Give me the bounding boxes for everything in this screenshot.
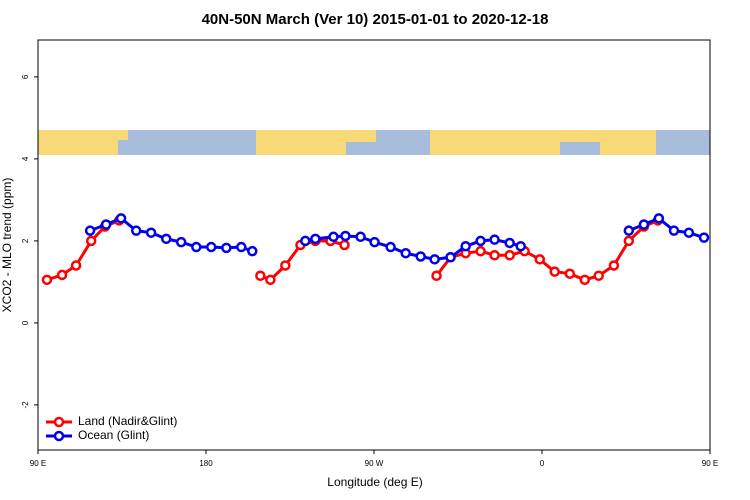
point	[247, 245, 258, 257]
point	[608, 260, 620, 271]
point	[340, 230, 351, 242]
point	[489, 234, 500, 245]
x-tick-label: 90 E	[30, 459, 46, 468]
point	[328, 231, 339, 243]
point	[515, 240, 526, 252]
y-tick-label: 4	[21, 156, 30, 161]
point	[698, 232, 710, 243]
point	[638, 219, 650, 230]
point	[300, 235, 311, 247]
point	[593, 270, 604, 281]
point	[475, 235, 486, 247]
point	[431, 270, 442, 281]
point	[221, 242, 232, 254]
point	[56, 269, 68, 281]
point	[41, 274, 53, 286]
point	[504, 250, 515, 261]
point	[160, 233, 172, 245]
point	[653, 213, 665, 224]
point	[623, 225, 635, 236]
point	[310, 233, 321, 245]
point	[115, 213, 127, 224]
y-tick-label: 0	[21, 320, 30, 325]
point	[236, 241, 247, 253]
point	[280, 260, 291, 271]
point	[429, 254, 440, 265]
point	[549, 266, 560, 277]
point	[191, 241, 202, 253]
y-axis-label: XCO2 - MLO trend (ppm)	[0, 178, 14, 313]
point	[445, 252, 456, 263]
point	[145, 227, 157, 238]
point	[369, 236, 380, 248]
point	[460, 240, 471, 252]
point	[489, 250, 500, 261]
point	[534, 254, 546, 265]
point	[668, 225, 680, 236]
legend-label: Land (Nadir&Glint)	[78, 414, 177, 428]
x-axis-label: Longitude (deg E)	[327, 475, 422, 489]
point	[355, 231, 366, 243]
point	[85, 235, 97, 247]
point	[130, 225, 142, 236]
point	[400, 247, 411, 259]
x-tick-label: 90 E	[702, 459, 718, 468]
point	[70, 260, 82, 271]
point	[564, 268, 576, 279]
point	[623, 235, 635, 247]
point	[385, 241, 396, 253]
point	[475, 245, 486, 257]
legend-marker	[53, 430, 65, 442]
point	[205, 241, 217, 253]
x-tick-label: 180	[199, 459, 213, 468]
y-tick-label: 6	[21, 74, 30, 79]
x-tick-label: 90 W	[365, 459, 384, 468]
chart-title: 40N-50N March (Ver 10) 2015-01-01 to 202…	[202, 11, 549, 28]
point	[84, 225, 96, 236]
map-strip	[38, 130, 710, 155]
point	[504, 237, 515, 249]
y-tick-label: -2	[21, 401, 30, 409]
point	[175, 236, 187, 248]
point	[579, 274, 590, 286]
x-tick-label: 0	[540, 459, 545, 468]
point	[255, 270, 266, 281]
point	[415, 251, 426, 262]
point	[683, 227, 695, 238]
legend-marker	[53, 416, 65, 428]
point	[265, 274, 276, 286]
y-tick-label: 2	[21, 238, 30, 243]
point	[339, 239, 350, 251]
point	[100, 219, 112, 230]
legend-label: Ocean (Glint)	[78, 428, 149, 442]
